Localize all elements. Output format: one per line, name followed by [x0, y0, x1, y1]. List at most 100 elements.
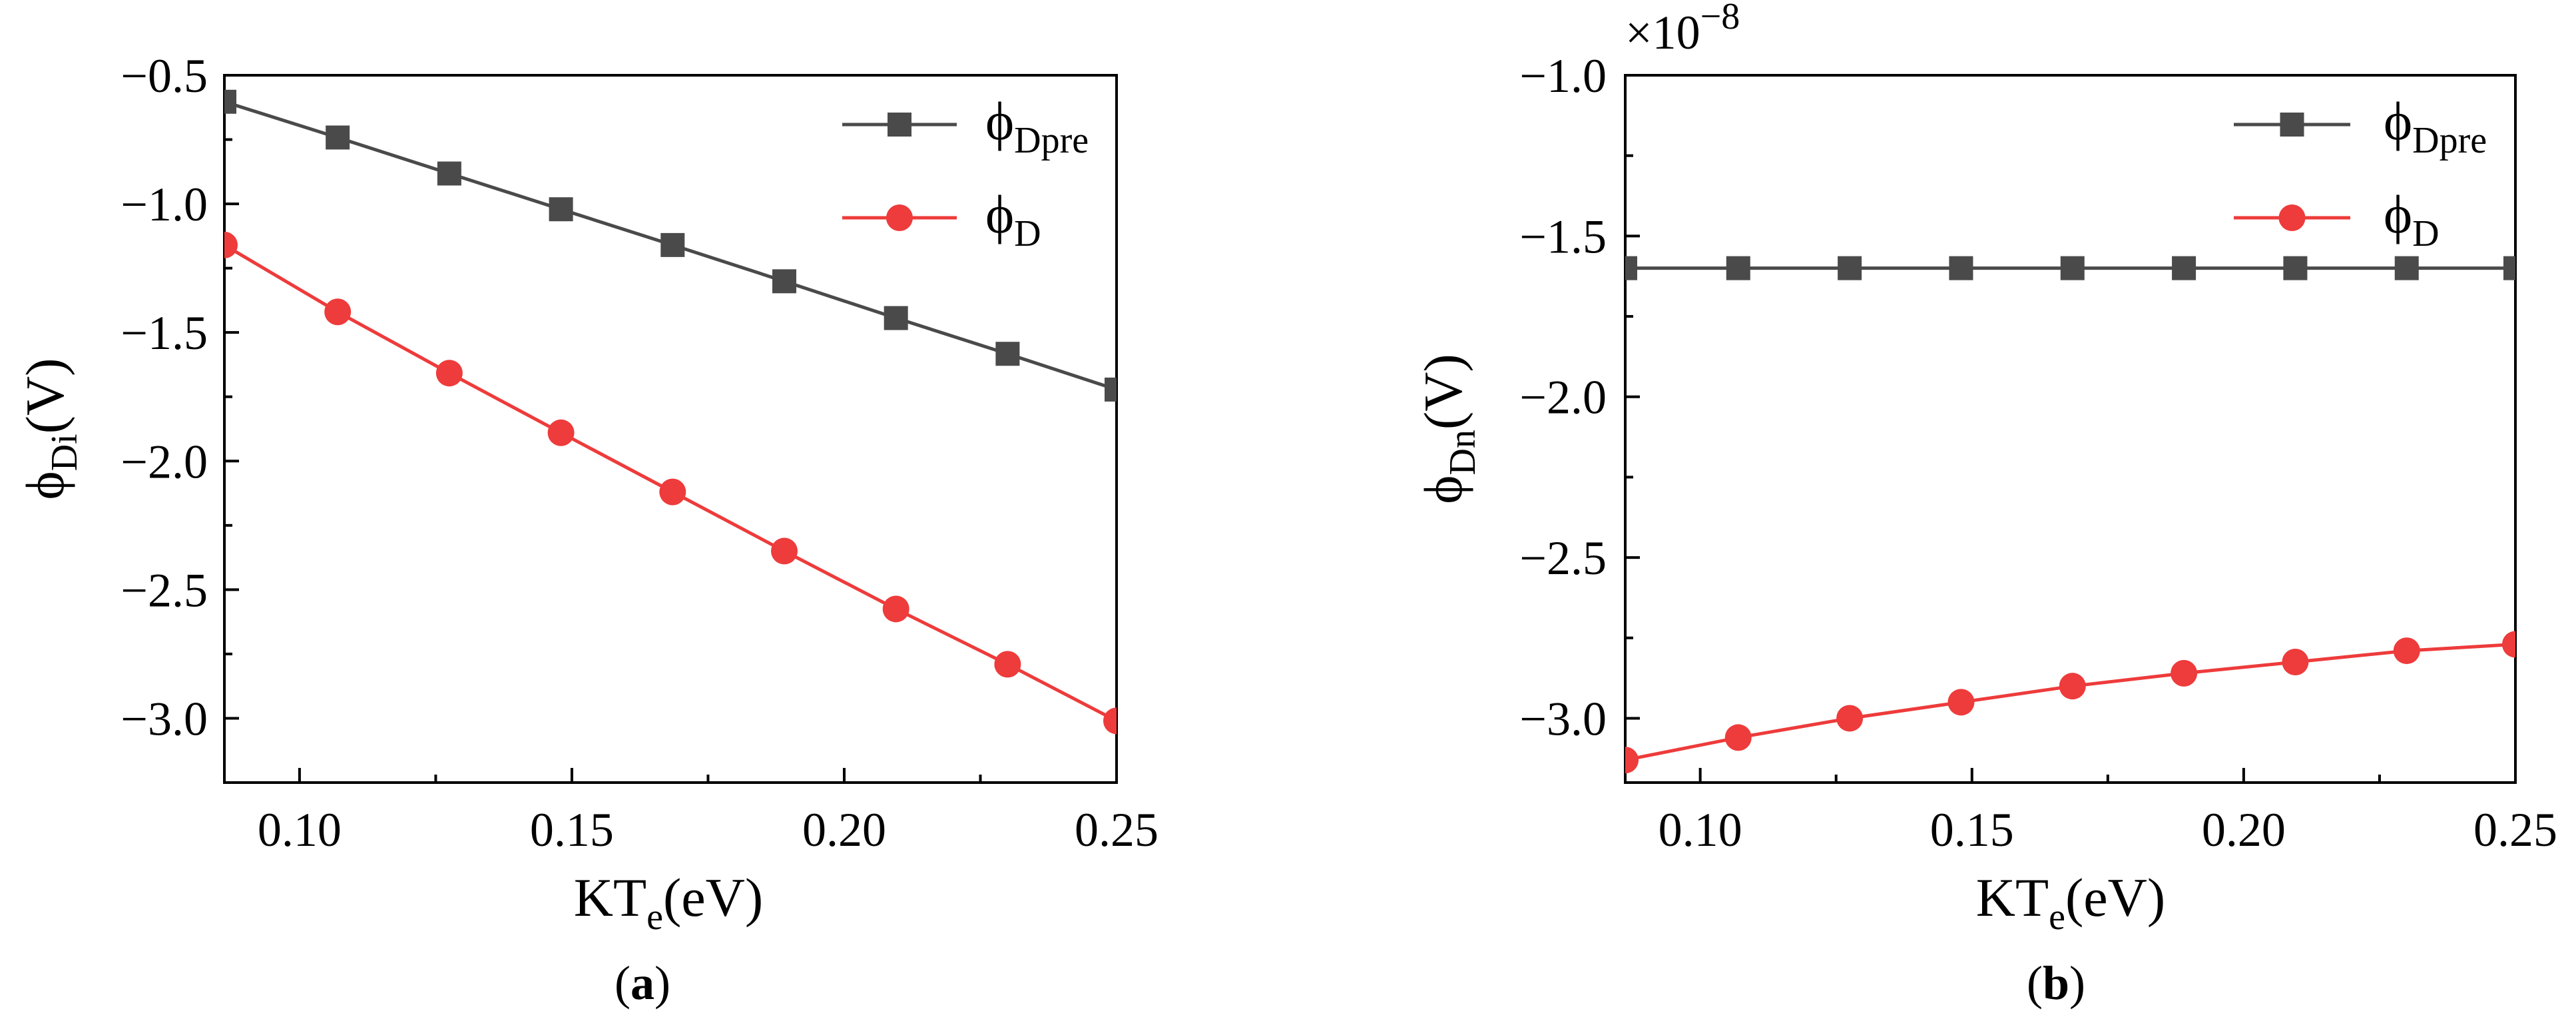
data-point-circle [1625, 747, 1639, 774]
legend-marker-circle [2278, 204, 2306, 231]
series-dpre [1625, 256, 2515, 280]
x-axis-title: KTe(eV) [574, 867, 763, 938]
x-tick-label: 0.10 [1659, 803, 1742, 857]
legend-subscript: D [1014, 213, 1041, 254]
legend-label: ϕD [985, 184, 1041, 254]
data-point-square [2283, 256, 2308, 280]
data-point-circle [770, 537, 798, 565]
x-tick-label: 0.20 [2202, 803, 2286, 857]
data-point-square [1949, 256, 1973, 280]
panel-label-letter: b [2043, 956, 2069, 1010]
multiplier-exponent: −8 [1700, 0, 1740, 37]
data-point-circle [2059, 673, 2086, 700]
data-point-circle [994, 651, 1021, 678]
panel-label-close: ) [2069, 956, 2085, 1010]
x-tick-label: 0.25 [1075, 803, 1159, 857]
legend-marker-square [2280, 113, 2304, 137]
panel-label-open: ( [2027, 956, 2043, 1010]
data-point-square [326, 125, 350, 150]
x-tick-label: 0.15 [530, 803, 614, 857]
data-point-square [437, 161, 461, 186]
data-point-circle [1947, 689, 1975, 716]
y-axis-title: ϕDi(V) [15, 358, 85, 500]
y-title-sub: Dn [1442, 430, 1483, 475]
y-tick-label: −2.5 [1519, 531, 1607, 585]
x-title-tail: (eV) [663, 867, 763, 928]
panel-label: (a) [615, 956, 670, 1010]
data-point-square [1726, 256, 1750, 280]
x-tick-label: 0.10 [258, 803, 342, 857]
legend-subscript: Dpre [2412, 120, 2487, 161]
data-point-square [2394, 256, 2419, 280]
y-title-tail: (V) [1413, 354, 1473, 430]
y-title-sub: Di [44, 434, 85, 471]
x-title-main: KT [1976, 867, 2049, 928]
series-d [224, 231, 1117, 735]
x-axis-title: KTe(eV) [1976, 867, 2165, 938]
data-point-square [1838, 256, 1862, 280]
y-tick-label: −3.0 [121, 692, 208, 745]
data-point-circle [2282, 648, 2309, 675]
y-tick-label: −2.5 [121, 563, 208, 617]
data-point-square [2172, 256, 2196, 280]
data-point-square [2503, 256, 2515, 280]
y-tick-label: −1.0 [121, 178, 208, 231]
legend-label: ϕD [2384, 184, 2440, 254]
y-axis-title: ϕDn(V) [1413, 354, 1483, 504]
data-point-square [884, 306, 908, 330]
data-point-square [1625, 256, 1637, 280]
x-title-sub: e [646, 896, 663, 938]
series-line [1625, 642, 2515, 762]
y-title-main: ϕ [15, 471, 75, 500]
panel-label: (b) [2027, 956, 2085, 1010]
y-tick-label: −2.0 [121, 435, 208, 488]
panel-label-close: ) [654, 956, 670, 1010]
data-point-circle [2171, 659, 2198, 687]
y-title-main: ϕ [1413, 476, 1473, 504]
x-tick-label: 0.20 [802, 803, 886, 857]
legend-label: ϕDpre [2384, 91, 2487, 161]
data-point-square [1105, 377, 1117, 402]
x-title-main: KT [574, 867, 646, 928]
panel-a: 0.10 0.15 0.20 0.25 −0.5 −1.0 −1.5 −2.0 −2.5 −3.0… [15, 49, 1159, 1010]
legend-subscript: D [2412, 213, 2439, 254]
data-point-circle [324, 298, 352, 326]
data-point-square [2060, 256, 2085, 280]
data-point-circle [435, 360, 463, 387]
data-point-circle [2502, 631, 2515, 658]
series-d [1625, 631, 2515, 774]
plot-frame [223, 74, 1118, 784]
legend-symbol: ϕ [985, 91, 1014, 151]
legend-subscript: Dpre [1014, 120, 1089, 161]
y-tick-label: −1.5 [1519, 210, 1607, 263]
y-tick-label: −3.0 [1519, 692, 1607, 745]
multiplier-base: ×10 [1625, 6, 1700, 59]
data-point-square [549, 197, 573, 222]
legend-symbol: ϕ [2384, 184, 2412, 244]
x-tick-label: 0.15 [1930, 803, 2014, 857]
data-point-circle [1836, 705, 1864, 732]
panel-label-open: ( [615, 956, 631, 1010]
legend-label: ϕDpre [985, 91, 1089, 161]
data-point-square [995, 342, 1020, 366]
x-title-tail: (eV) [2065, 867, 2165, 928]
y-tick-label: −1.0 [1519, 49, 1607, 103]
axis-multiplier: ×10−8 [1625, 0, 1740, 59]
data-point-circle [1103, 707, 1117, 735]
panel-b: 0.10 0.15 0.20 0.25 −1.0 −1.5 −2.0 −2.5 −3.0 ×10−… [1413, 0, 2557, 1010]
data-point-circle [547, 419, 575, 446]
legend-symbol: ϕ [985, 184, 1014, 244]
data-point-circle [2393, 637, 2420, 665]
y-tick-label: −2.0 [1519, 371, 1607, 424]
y-title-tail: (V) [15, 358, 75, 434]
series-dpre [224, 89, 1117, 402]
y-tick-label: −0.5 [121, 49, 208, 103]
y-tick-label: −1.5 [121, 306, 208, 360]
plot-frame [1624, 74, 2517, 784]
data-point-circle [882, 595, 909, 623]
legend-symbol: ϕ [2384, 91, 2412, 151]
panel-label-letter: a [631, 956, 654, 1010]
data-point-circle [1724, 724, 1752, 751]
data-point-square [772, 269, 796, 294]
